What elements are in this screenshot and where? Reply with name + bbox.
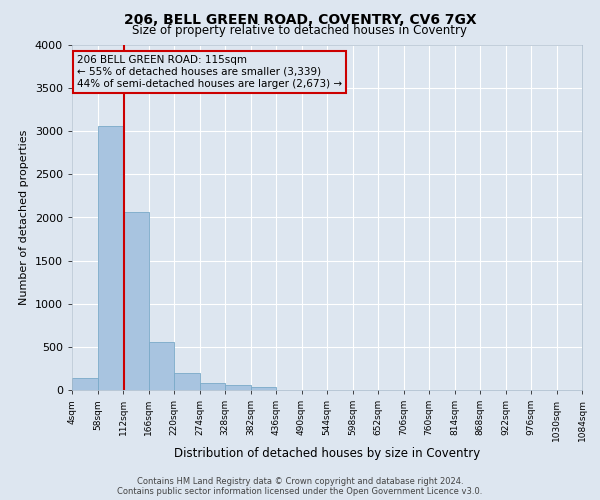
Bar [251,386,276,390]
Bar [200,383,225,390]
Bar [225,386,251,390]
X-axis label: Distribution of detached houses by size in Coventry: Distribution of detached houses by size … [174,446,480,460]
Text: Size of property relative to detached houses in Coventry: Size of property relative to detached ho… [133,24,467,37]
Bar [174,373,199,390]
Text: 206, BELL GREEN ROAD, COVENTRY, CV6 7GX: 206, BELL GREEN ROAD, COVENTRY, CV6 7GX [124,12,476,26]
Bar [97,126,123,390]
Bar [123,212,149,390]
Text: 206 BELL GREEN ROAD: 115sqm
← 55% of detached houses are smaller (3,339)
44% of : 206 BELL GREEN ROAD: 115sqm ← 55% of det… [77,56,342,88]
Text: Contains HM Land Registry data © Crown copyright and database right 2024.
Contai: Contains HM Land Registry data © Crown c… [118,476,482,496]
Bar [72,378,97,390]
Y-axis label: Number of detached properties: Number of detached properties [19,130,29,305]
Bar [149,342,174,390]
